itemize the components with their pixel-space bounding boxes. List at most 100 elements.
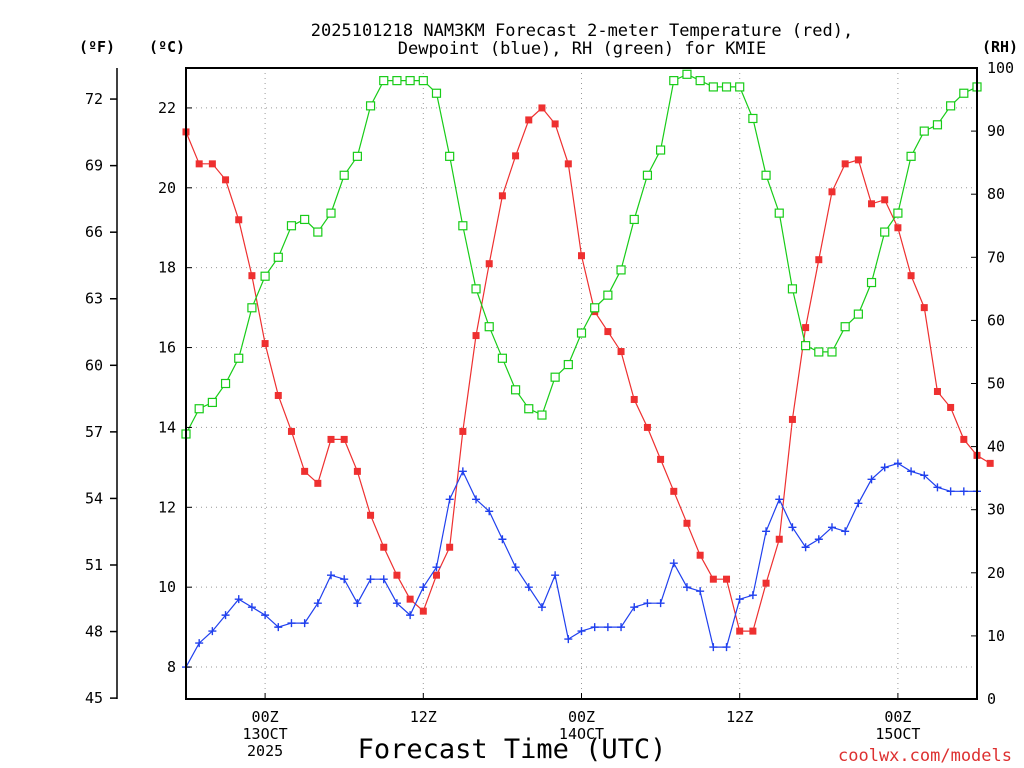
temperature-point xyxy=(353,467,361,475)
temperature-point xyxy=(287,427,295,435)
rh-point xyxy=(431,88,442,98)
dewpoint-point xyxy=(366,575,375,584)
rh-point xyxy=(339,170,349,180)
dewpoint-point xyxy=(485,507,494,516)
temperature-point xyxy=(604,328,612,336)
temperature-point xyxy=(986,459,994,467)
dewpoint-point xyxy=(300,619,309,628)
rh-point xyxy=(379,76,389,86)
dewpoint-point xyxy=(907,467,916,476)
rh-point xyxy=(537,410,547,420)
fahrenheit-tick-label: 57 xyxy=(85,423,103,441)
x-tick-label: 00Z xyxy=(252,708,279,726)
dewpoint-point xyxy=(603,623,612,632)
grid-lines xyxy=(186,68,977,699)
rh-point xyxy=(471,284,481,294)
rh-point xyxy=(787,284,798,294)
celsius-tick-label: 16 xyxy=(158,339,176,357)
temperature-point xyxy=(630,395,638,403)
temperature-point xyxy=(208,160,216,168)
temperature-point xyxy=(472,332,480,340)
x-tick-label: 12Z xyxy=(410,708,437,726)
chart-title-line-2: Dewpoint (blue), RH (green) for KMIE xyxy=(398,39,766,59)
rh-point xyxy=(365,101,376,111)
dewpoint-point xyxy=(946,487,955,496)
temperature-point xyxy=(525,116,533,124)
temperature-point xyxy=(683,519,691,527)
celsius-tick-label: 10 xyxy=(158,578,176,596)
rh-point xyxy=(840,322,850,332)
dewpoint-point xyxy=(762,527,771,536)
rh-point xyxy=(853,309,863,319)
rh-point xyxy=(326,208,336,218)
rh-point xyxy=(220,378,231,389)
rh-point xyxy=(550,372,560,382)
dewpoint-point xyxy=(643,599,652,608)
dewpoint-point xyxy=(933,483,942,492)
dewpoint-point xyxy=(432,563,441,572)
temperature-point xyxy=(920,304,928,312)
rh-tick-label: 90 xyxy=(987,122,1005,140)
temperature-point xyxy=(723,575,731,583)
fahrenheit-tick-label: 48 xyxy=(85,623,103,641)
rh-point xyxy=(445,151,455,161)
dewpoint-point xyxy=(590,623,599,632)
temperature-line xyxy=(185,107,991,632)
dewpoint-point xyxy=(221,611,230,620)
rh-tick-label: 40 xyxy=(987,438,1005,456)
dewpoint-point xyxy=(313,599,322,608)
dewpoint-point xyxy=(340,575,349,584)
rh-tick-label: 50 xyxy=(987,375,1005,393)
dewpoint-point xyxy=(195,639,204,648)
rh-tick-label: 0 xyxy=(987,690,996,708)
rh-point xyxy=(682,69,692,79)
rh-point xyxy=(735,82,745,92)
rh-point xyxy=(708,82,718,92)
temperature-point xyxy=(736,627,744,635)
rh-point xyxy=(774,208,784,218)
dewpoint-point xyxy=(379,575,388,584)
temperature-point xyxy=(933,387,941,395)
dewpoint-point xyxy=(682,583,691,592)
rh-point xyxy=(893,208,903,218)
dewpoint-point xyxy=(261,611,270,620)
rh-point xyxy=(946,101,956,111)
dewpoint-point xyxy=(696,587,705,596)
temperature-point xyxy=(854,156,862,164)
celsius-unit-label: (ºC) xyxy=(149,38,185,56)
rh-point xyxy=(629,214,639,225)
x-tick-label: 13OCT xyxy=(243,725,288,743)
rh-point xyxy=(669,76,679,86)
credit-text: coolwx.com/models xyxy=(838,746,1012,766)
dewpoint-point xyxy=(472,495,481,504)
temperature-point xyxy=(432,571,440,579)
temperature-point xyxy=(538,104,546,112)
temperature-point xyxy=(314,479,322,487)
temperature-point xyxy=(749,627,757,635)
x-tick-label: 12Z xyxy=(726,708,753,726)
temperature-point xyxy=(881,196,889,204)
dewpoint-point xyxy=(841,527,850,536)
temperature-point xyxy=(340,435,348,443)
temperature-point xyxy=(868,200,876,208)
x-tick-label: 00Z xyxy=(568,708,595,726)
rh-point xyxy=(642,170,653,180)
rh-point xyxy=(576,328,587,338)
temperature-point xyxy=(894,224,902,232)
temperature-point xyxy=(235,216,243,224)
dewpoint-point xyxy=(709,643,718,652)
rh-unit-label: (RH) xyxy=(982,38,1018,56)
temperature-point xyxy=(815,256,823,264)
rh-point xyxy=(695,76,705,86)
rh-point xyxy=(919,126,929,136)
dewpoint-point xyxy=(748,591,757,600)
chart-title-line-1: 2025101218 NAM3KM Forecast 2-meter Tempe… xyxy=(311,21,853,41)
dewpoint-point xyxy=(392,599,401,608)
temperature-point xyxy=(788,415,796,423)
temperature-point xyxy=(960,435,968,443)
rh-point xyxy=(721,82,732,92)
dewpoint-point xyxy=(801,543,810,552)
temperature-point xyxy=(274,391,282,399)
rh-point xyxy=(959,88,969,98)
